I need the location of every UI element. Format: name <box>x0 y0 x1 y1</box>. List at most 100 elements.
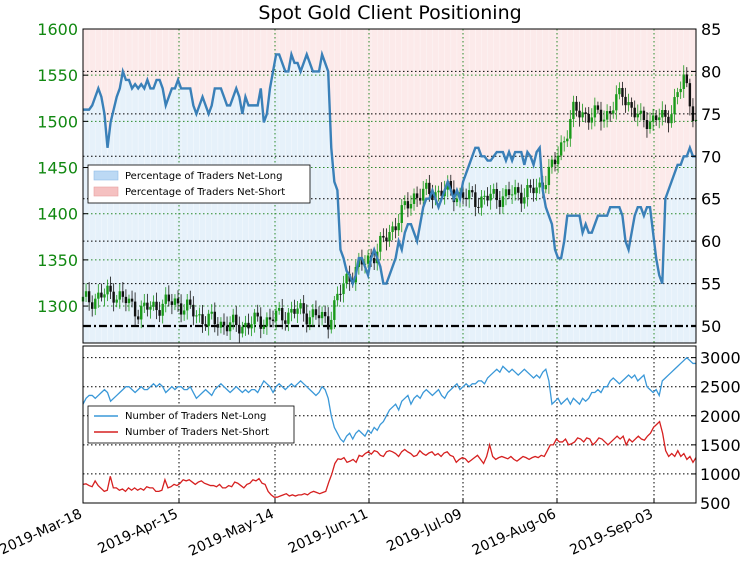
legend-swatch-net-short <box>93 186 119 197</box>
candle-body <box>553 159 557 165</box>
candle-body <box>501 196 505 207</box>
candle-body <box>320 311 324 319</box>
candle-body <box>170 301 174 305</box>
candle-body <box>100 292 103 298</box>
candle-body <box>155 301 158 311</box>
candle-body <box>526 185 529 198</box>
legend-box <box>87 405 295 444</box>
candle-body <box>274 310 278 322</box>
price-tick-label: 1300 <box>37 297 78 316</box>
candle-body <box>296 308 299 314</box>
candle-body <box>467 190 471 200</box>
candle-body <box>140 305 143 320</box>
candle-body <box>103 294 106 298</box>
candle-body <box>474 192 477 207</box>
candle-body <box>492 189 495 194</box>
candle-body <box>651 115 655 122</box>
candle-body <box>143 302 146 306</box>
price-candles <box>81 65 698 343</box>
candle-body <box>642 110 646 121</box>
candle-body <box>667 116 670 124</box>
legend-label-net-long: Percentage of Traders Net-Long <box>125 171 283 182</box>
candle-body <box>284 320 287 324</box>
candle-body <box>593 105 597 118</box>
candle-body <box>115 299 118 303</box>
legend-label-traders-short: Number of Traders Net-Short <box>125 427 269 438</box>
candle-body <box>366 255 370 264</box>
date-tick-label: 2019-Jul-09 <box>384 506 464 555</box>
legend-label-net-short: Percentage of Traders Net-Short <box>125 187 285 198</box>
pct-tick-label: 75 <box>701 105 721 124</box>
candle-body <box>538 182 541 188</box>
candle-body <box>256 312 259 317</box>
candle-body <box>287 312 290 324</box>
candle-body <box>688 83 692 107</box>
candle-body <box>596 105 600 110</box>
candle-body <box>559 142 563 156</box>
candle-body <box>489 193 492 201</box>
candle-body <box>599 109 603 122</box>
candle-body <box>431 194 434 201</box>
candle-body <box>624 96 627 106</box>
candle-body <box>682 74 685 89</box>
count-tick-label: 3000 <box>700 349 741 368</box>
candle-body <box>581 112 584 118</box>
chart-title: Spot Gold Client Positioning <box>258 2 521 24</box>
candle-body <box>602 119 606 122</box>
candle-body <box>498 200 502 207</box>
price-tick-label: 1550 <box>37 66 78 85</box>
candle-body <box>161 303 164 316</box>
candle-body <box>523 197 526 204</box>
candle-body <box>216 324 220 328</box>
legend-box <box>87 164 311 204</box>
traders-net-short-line <box>82 420 697 498</box>
candle-body <box>550 159 554 167</box>
candle-body <box>238 325 241 334</box>
candle-body <box>124 296 128 304</box>
net-long-percentage-line <box>83 49 696 288</box>
candle-body <box>658 117 661 121</box>
candle-body <box>186 299 189 311</box>
candle-body <box>109 285 112 292</box>
candle-body <box>532 187 535 194</box>
candle-body <box>97 292 100 299</box>
candle-body <box>130 298 134 302</box>
candle-body <box>664 110 667 117</box>
candle-body <box>517 187 520 193</box>
candle-body <box>422 188 425 201</box>
top-panel: 1300 1350 1400 1450 1500 1550 1600 50 55 60 65 70 75… <box>37 20 721 344</box>
candle-body <box>569 119 572 139</box>
candle-body <box>302 303 305 314</box>
candle-body <box>648 121 652 129</box>
candle-body <box>480 196 483 208</box>
candle-body <box>192 304 195 317</box>
candle-body <box>308 317 312 325</box>
candle-body <box>94 298 97 309</box>
candle-body <box>345 273 348 284</box>
candle-body <box>535 187 538 194</box>
candle-body <box>152 301 155 307</box>
candle-body <box>483 195 486 197</box>
candle-body <box>379 235 382 252</box>
date-tick-label: 2019-Jun-11 <box>286 506 371 557</box>
candle-body <box>615 94 618 111</box>
candle-body <box>563 141 566 143</box>
pct-tick-label: 85 <box>701 20 721 39</box>
date-tick-label: 2019-Sep-03 <box>567 506 655 559</box>
candle-body <box>382 235 385 238</box>
candle-body <box>121 291 125 297</box>
pct-tick-label: 80 <box>701 62 721 81</box>
candle-body <box>342 283 345 295</box>
candle-body <box>336 293 339 301</box>
candle-body <box>679 88 682 93</box>
candle-body <box>486 195 489 201</box>
candle-body <box>265 317 269 327</box>
candle-body <box>412 193 416 204</box>
candle-body <box>587 113 590 123</box>
candle-body <box>118 291 121 300</box>
candle-body <box>627 102 630 106</box>
candle-body <box>612 110 615 114</box>
candle-body <box>676 92 679 98</box>
